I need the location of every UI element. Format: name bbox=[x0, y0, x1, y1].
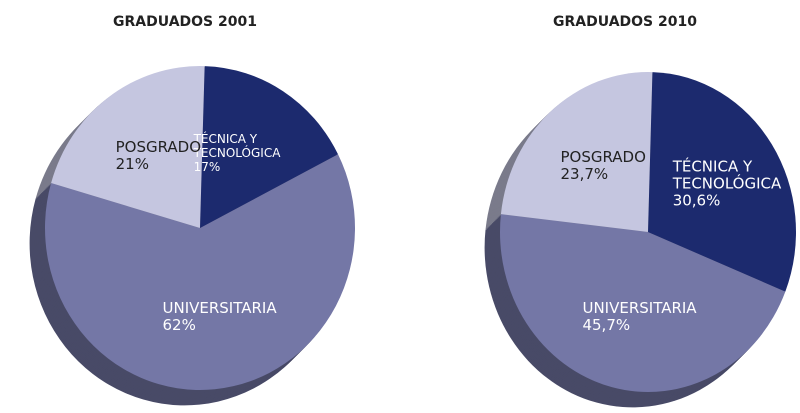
slice-label: TÉCNICA Y TECNOLÓGICA 17% bbox=[194, 132, 324, 174]
slice-category: UNIVERSITARIA bbox=[582, 299, 697, 318]
slice-label: UNIVERSITARIA 45,7% bbox=[582, 300, 696, 334]
slice bbox=[44, 154, 355, 390]
slice-label: UNIVERSITARIA 62% bbox=[162, 298, 277, 334]
slice-value: 62% bbox=[162, 315, 196, 334]
slice-category: UNIVERSITARIA bbox=[162, 298, 277, 317]
slice-value: 30,6% bbox=[672, 191, 721, 210]
slice-category: POSGRADO bbox=[115, 137, 202, 156]
chart-title: GRADUADOS 2001 bbox=[113, 14, 257, 30]
slice-label: POSGRADO 23,7% bbox=[560, 147, 646, 183]
slice bbox=[200, 66, 339, 228]
slice bbox=[499, 214, 786, 393]
slice-value: 21% bbox=[115, 154, 149, 173]
slice-value: 45,7% bbox=[582, 316, 631, 335]
chart-title: GRADUADOS 2010 bbox=[553, 14, 697, 30]
slice-category: TÉCNICA Y TECNOLÓGICA bbox=[672, 157, 782, 193]
slice-value: 23,7% bbox=[560, 164, 609, 183]
slice bbox=[51, 65, 205, 228]
slice-category: TÉCNICA Y TECNOLÓGICA bbox=[193, 131, 281, 160]
slice-category: POSGRADO bbox=[560, 147, 646, 166]
slice bbox=[648, 72, 796, 292]
slice bbox=[500, 72, 653, 232]
slice-value: 17% bbox=[193, 159, 221, 174]
slice-label: POSGRADO 21% bbox=[115, 137, 202, 173]
slice-label: TÉCNICA Y TECNOLÓGICA 30,6% bbox=[673, 158, 782, 209]
